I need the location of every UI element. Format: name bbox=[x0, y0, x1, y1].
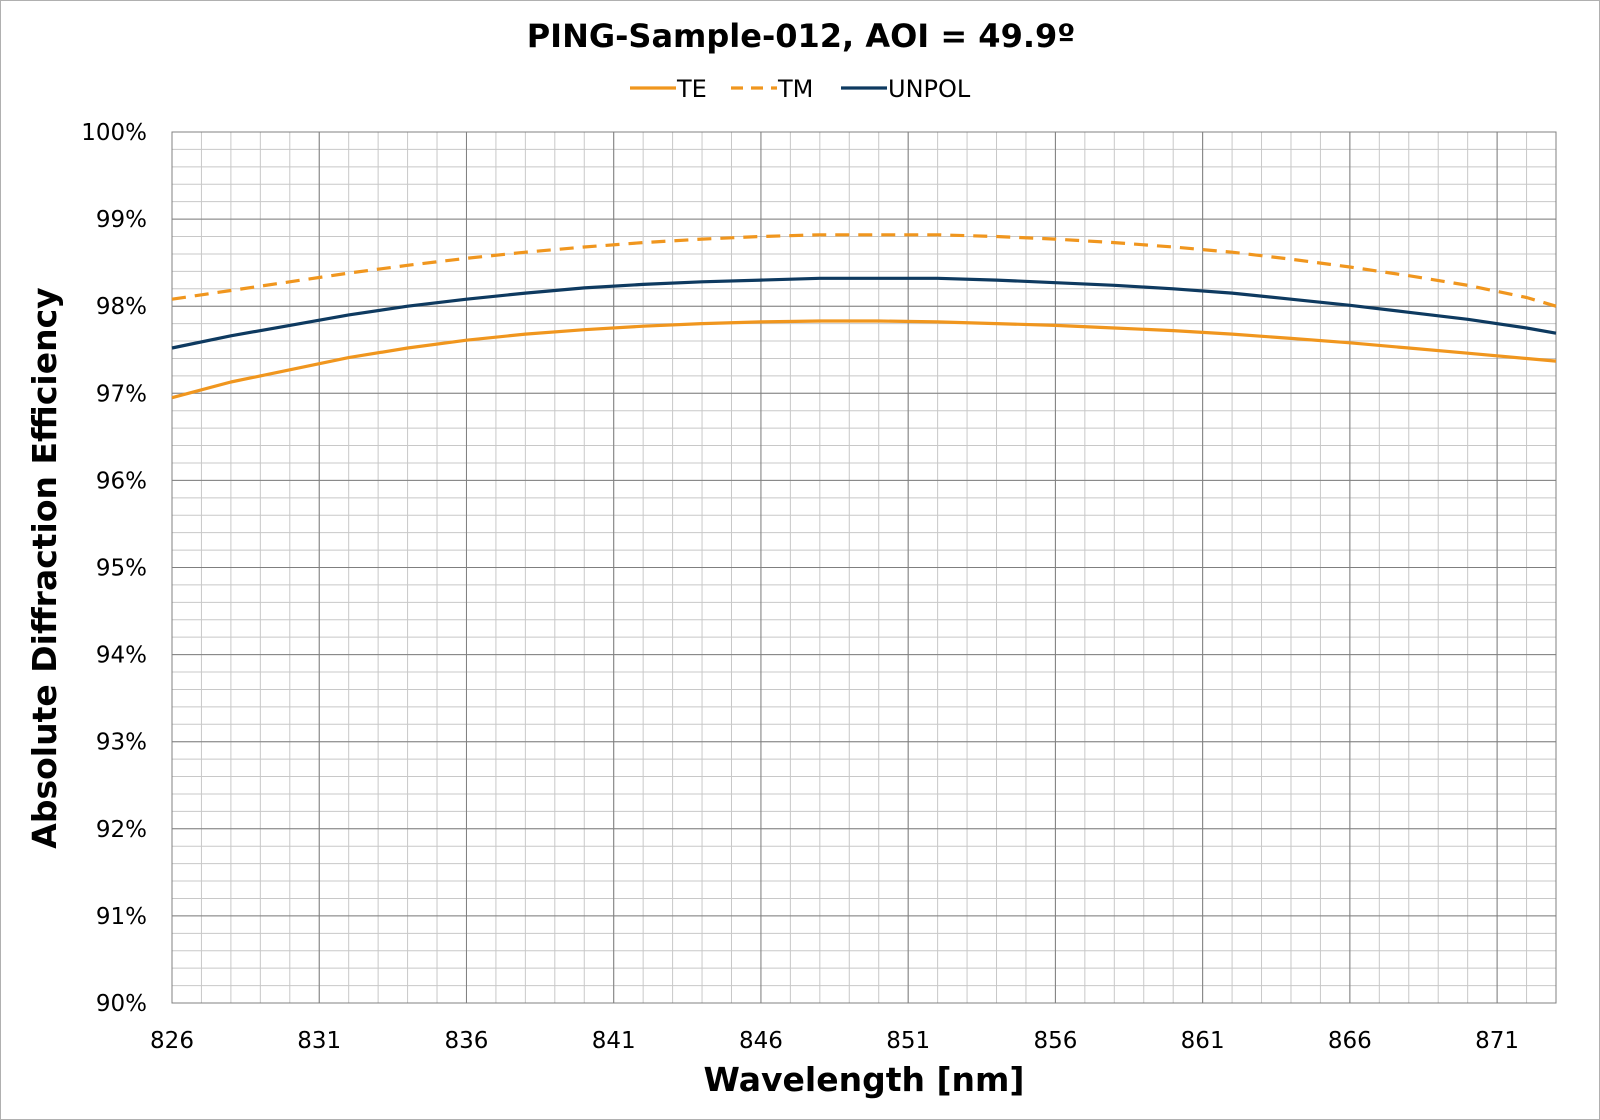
series-line-te bbox=[171, 319, 1557, 400]
x-axis-title: Wavelength [nm] bbox=[704, 1060, 1025, 1099]
series-lines bbox=[171, 233, 1557, 400]
y-tick-label: 96% bbox=[96, 468, 147, 494]
y-tick-label: 95% bbox=[96, 556, 147, 582]
x-tick-label: 861 bbox=[1181, 1028, 1225, 1054]
series-line-tm bbox=[171, 233, 1557, 308]
y-tick-label: 92% bbox=[96, 817, 147, 843]
grid-major bbox=[171, 131, 1556, 1004]
legend-label-te: TE bbox=[676, 75, 707, 103]
x-tick-label: 826 bbox=[150, 1028, 194, 1054]
chart-title: PING-Sample-012, AOI = 49.9º bbox=[527, 17, 1076, 55]
y-axis-title: Absolute Diffraction Efficiency bbox=[25, 287, 64, 848]
y-tick-label: 94% bbox=[96, 643, 147, 669]
y-tick-label: 100% bbox=[81, 120, 147, 146]
y-tick-label: 99% bbox=[96, 207, 147, 233]
y-tick-label: 90% bbox=[96, 991, 147, 1017]
x-tick-label: 871 bbox=[1475, 1028, 1519, 1054]
x-tick-label: 831 bbox=[297, 1028, 341, 1054]
y-tick-label: 93% bbox=[96, 730, 147, 756]
legend-label-tm: TM bbox=[777, 75, 813, 103]
x-tick-label: 851 bbox=[886, 1028, 930, 1054]
legend: TE TM UNPOL bbox=[630, 75, 971, 103]
legend-label-unpol: UNPOL bbox=[888, 75, 971, 103]
x-tick-label: 836 bbox=[445, 1028, 489, 1054]
y-tick-label: 98% bbox=[96, 294, 147, 320]
y-tick-labels: 90% 91% 92% 93% 94% 95% 96% 97% 98% 99% 100% bbox=[81, 120, 147, 1017]
x-tick-label: 841 bbox=[592, 1028, 636, 1054]
x-tick-label: 846 bbox=[739, 1028, 783, 1054]
series-line-unpol bbox=[171, 276, 1557, 350]
x-tick-label: 856 bbox=[1033, 1028, 1077, 1054]
y-tick-label: 97% bbox=[96, 381, 147, 407]
x-tick-label: 866 bbox=[1328, 1028, 1372, 1054]
plot-border bbox=[171, 131, 1557, 1004]
y-tick-label: 91% bbox=[96, 904, 147, 930]
x-tick-labels: 826 831 836 841 846 851 856 861 866 871 bbox=[150, 1028, 1519, 1054]
